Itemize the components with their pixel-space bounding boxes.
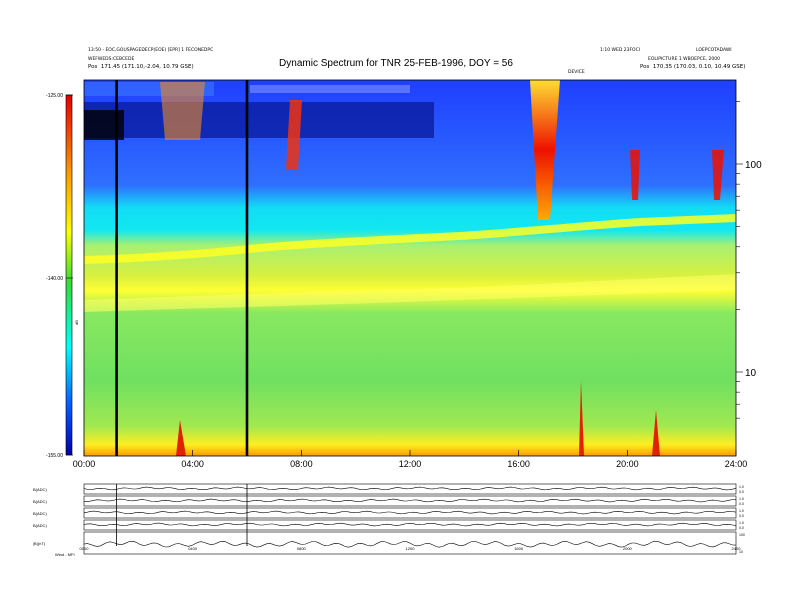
line-panel-frame (83, 531, 737, 555)
line-panel-right-tick: 0.0 (739, 502, 744, 506)
header-right-line2: EOLIPICTURE 1 WBOEPCE, 2000 (648, 57, 720, 62)
line-panel-frame (83, 483, 737, 495)
burst-2330 (712, 150, 724, 200)
line-panels: B(ADC) 1.00.0B(ADC) 1.00.0B(ADC) 1.00.0B(AD… (33, 483, 745, 555)
header-left-line1: 13:50 - EOC,GOUSPAGEDECP(EOE) [EPR] 1 FE… (88, 48, 214, 53)
chart-title: Dynamic Spectrum for TNR 25-FEB-1996, DO… (279, 58, 513, 69)
line-panel-right-tick: 1.0 (739, 485, 744, 489)
y-tick-label: 100 (745, 160, 762, 171)
x-tick-label: 24:00 (725, 459, 748, 469)
line-panel-right-tick: 100 (739, 533, 745, 537)
header-right-pos: Pos 170.35 (170.03, 0.10, 10.49 GSE) (640, 64, 746, 70)
line-panel-trace (84, 498, 737, 503)
header-left-line2: WEFWEDS:CEBCEDE (88, 57, 135, 62)
colorbar-tick-label: -125.00 (46, 93, 63, 99)
header-left-pos: Pos 171.45 (171.10,-2.04, 10.79 GSE) (88, 64, 194, 70)
line-panel-label: B(ADC) (33, 523, 47, 528)
line-panel-trace (83, 510, 737, 515)
x-tick-label: 12:00 (399, 459, 422, 469)
line-panel-right-tick: 0.0 (739, 490, 744, 494)
x-tick-label: 00:00 (73, 459, 96, 469)
header-left-pos-value: 171.45 (171.10,-2.04, 10.79 GSE) (100, 64, 194, 70)
line-panel-label: B(ADC) (33, 511, 47, 516)
header-right-pos-label: Pos (640, 64, 650, 70)
panel-x-tick-label: 0000 (80, 546, 90, 551)
panel-x-tick-label: 1200 (406, 546, 416, 551)
spike-0335 (176, 420, 186, 456)
line-panel-frame (83, 507, 737, 519)
dark-band-black (84, 110, 124, 140)
dark-band-upper (84, 102, 434, 138)
colorbar-tick-label: -155.00 (46, 453, 63, 459)
vertical-markers (115, 80, 249, 456)
line-panel-label: B(ADC) (33, 487, 47, 492)
panel-x-tick-label: 2400 (732, 546, 742, 551)
x-tick-label: 04:00 (181, 459, 204, 469)
panel-x-tick-label: 0800 (297, 546, 307, 551)
spectrogram-background (84, 80, 736, 456)
panel-x-tick-label: 0400 (188, 546, 198, 551)
line-panel-right-tick: 10 (739, 550, 743, 554)
line-panel-label: |B|(nT) (33, 541, 46, 546)
panel-x-tick-label: 2000 (623, 546, 633, 551)
x-tick-label: 20:00 (616, 459, 639, 469)
line-panel-frame (83, 519, 737, 531)
line-panel-frame (83, 495, 737, 507)
colorbar-tick-label: -140.00 (46, 276, 63, 282)
colorbar-label: dB (74, 320, 79, 325)
header-right-corner: LOEPCOTADAWI (696, 48, 732, 53)
line-panel-right-tick: 1.0 (739, 509, 744, 513)
colorbar-ticks: -125.00 -140.00 -155.00 (46, 93, 73, 459)
footer-left: Wind - MFI (55, 552, 75, 557)
y-axis: 100 10 (736, 101, 762, 419)
line-panel-right-tick: 1.0 (739, 521, 744, 525)
x-tick-label: 08:00 (290, 459, 313, 469)
line-panel-trace (83, 540, 737, 548)
y-tick-label: 10 (745, 368, 757, 379)
header-right-pos-value: 170.35 (170.03, 0.10, 10.49 GSE) (652, 64, 746, 70)
line-panel-trace (83, 486, 737, 491)
line-panel-label: B(ADC) (33, 499, 47, 504)
header-right-line1: 1:10 WED 23FOCI (600, 48, 641, 53)
panel-x-tick-label: 1600 (514, 546, 524, 551)
white-stripe (250, 85, 410, 93)
spectrogram (83, 79, 737, 457)
colorbar (65, 94, 73, 456)
burst-2000 (630, 150, 640, 200)
header-left-pos-label: Pos (88, 64, 98, 70)
line-panel-right-tick: 1.0 (739, 497, 744, 501)
header-center-tag: DEVICE (568, 70, 585, 75)
line-panel-right-tick: 0.0 (739, 514, 744, 518)
panel-x-axis: 0000 0400 0800 1200 1600 2000 2400 (80, 484, 742, 551)
line-panel-trace (83, 522, 737, 527)
x-axis: 00:00 04:00 08:00 12:00 16:00 20:00 24:00 (73, 450, 748, 469)
burst-0745 (286, 100, 302, 170)
spike-2100 (652, 410, 660, 456)
spike-1825 (579, 380, 584, 456)
line-panel-right-tick: 0.0 (739, 526, 744, 530)
burst-0300 (160, 82, 205, 140)
x-tick-label: 16:00 (507, 459, 530, 469)
burst-1630 (530, 80, 560, 220)
